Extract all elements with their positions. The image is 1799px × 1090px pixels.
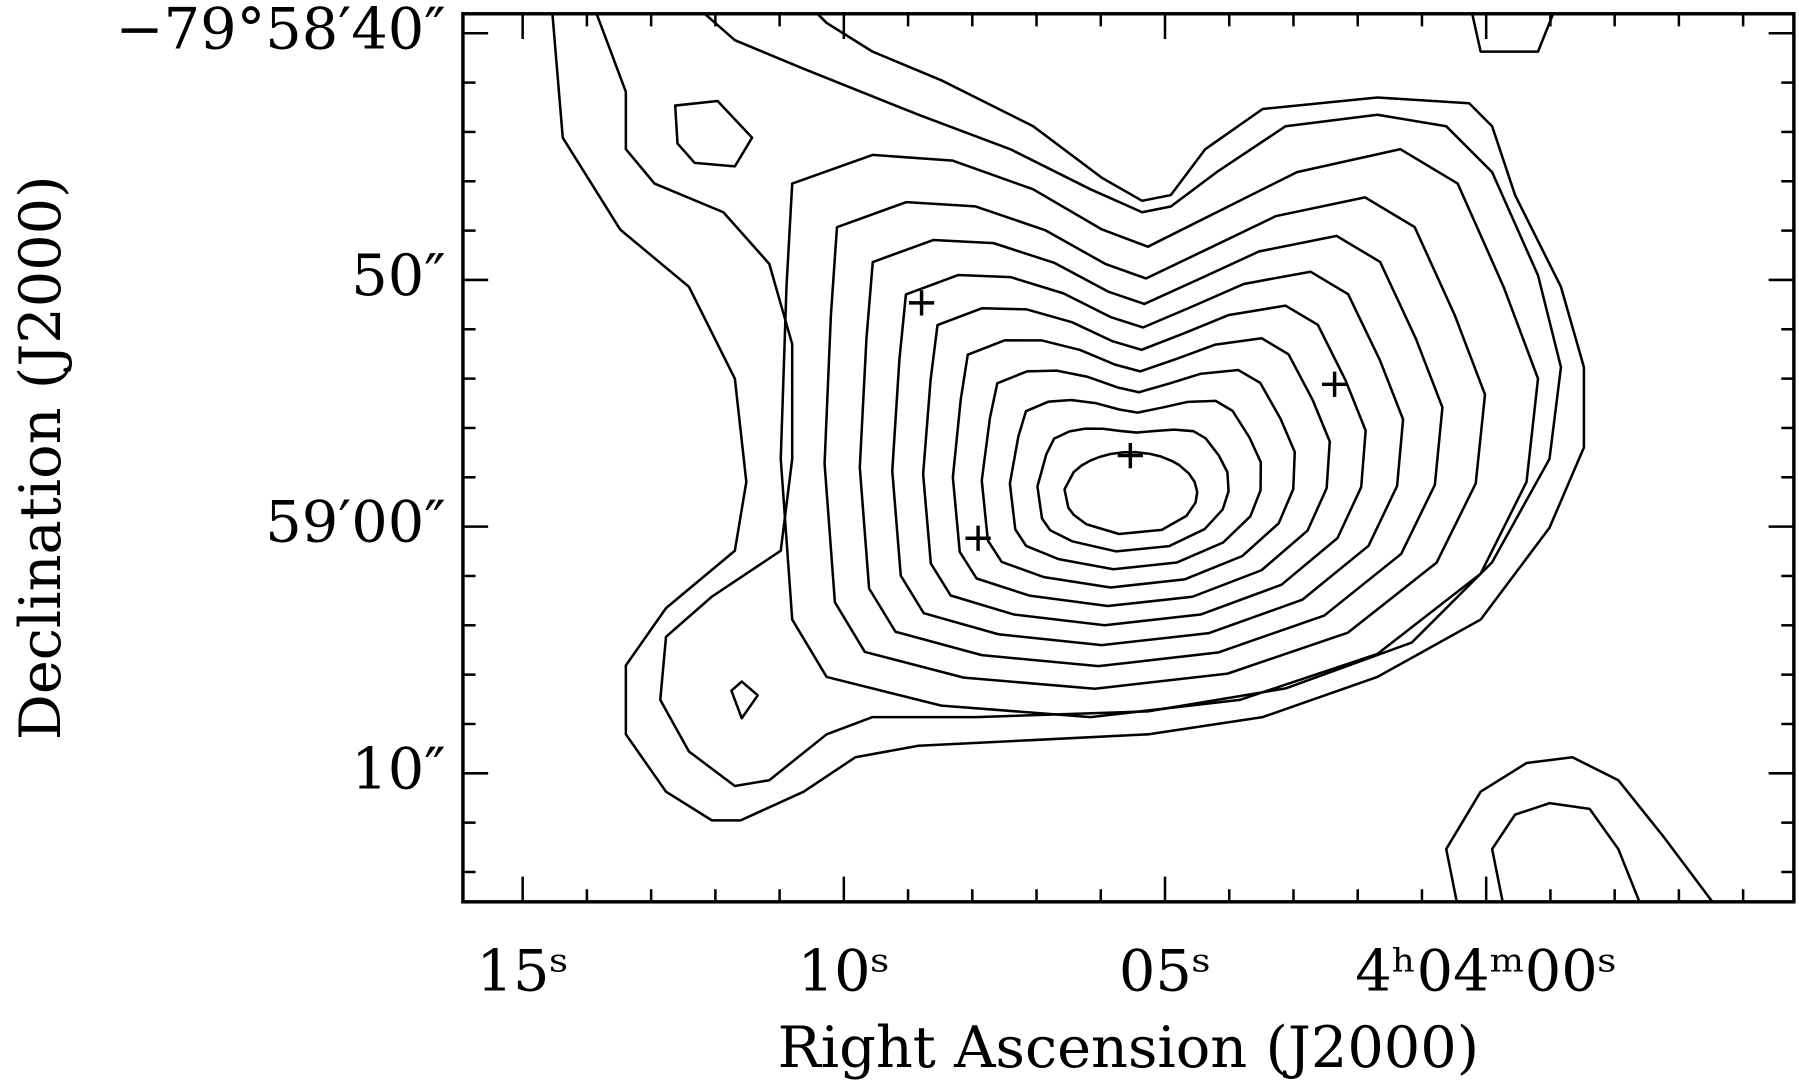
x-tick-label: 15ˢ (477, 937, 569, 1004)
x-tick-label: 4ʰ04ᵐ00ˢ (1355, 937, 1617, 1004)
contour (730, 680, 760, 720)
source-marker (1321, 371, 1348, 397)
source-marker (908, 290, 935, 316)
contour (595, 13, 1563, 788)
contour (1036, 427, 1230, 553)
x-tick-label: 10ˢ (798, 937, 890, 1004)
contours (551, 13, 1714, 902)
contour (891, 270, 1405, 647)
contour (1008, 398, 1263, 571)
plot-frame (461, 12, 1796, 904)
contour (673, 99, 754, 168)
contour (1063, 450, 1199, 536)
y-tick-label: 50″ (351, 242, 445, 309)
contour (858, 234, 1444, 668)
source-marker (1117, 442, 1143, 469)
contour (551, 13, 1586, 822)
y-tick-label: 10″ (351, 735, 445, 802)
contour (980, 368, 1297, 589)
y-axis-label: Declination (J2000) (7, 175, 74, 740)
x-tick-label: 05ˢ (1119, 937, 1211, 1004)
contour (1470, 13, 1555, 53)
y-tick-label: 59′00″ (265, 489, 445, 556)
contour (823, 196, 1487, 691)
x-axis-label: Right Ascension (J2000) (778, 1014, 1480, 1081)
contour (779, 147, 1540, 719)
contour (951, 336, 1332, 608)
contour (921, 304, 1367, 627)
contour (1444, 756, 1714, 902)
source-marker (965, 525, 991, 551)
contour (1490, 801, 1641, 902)
y-tick-label: −79°58′40″ (116, 0, 446, 62)
